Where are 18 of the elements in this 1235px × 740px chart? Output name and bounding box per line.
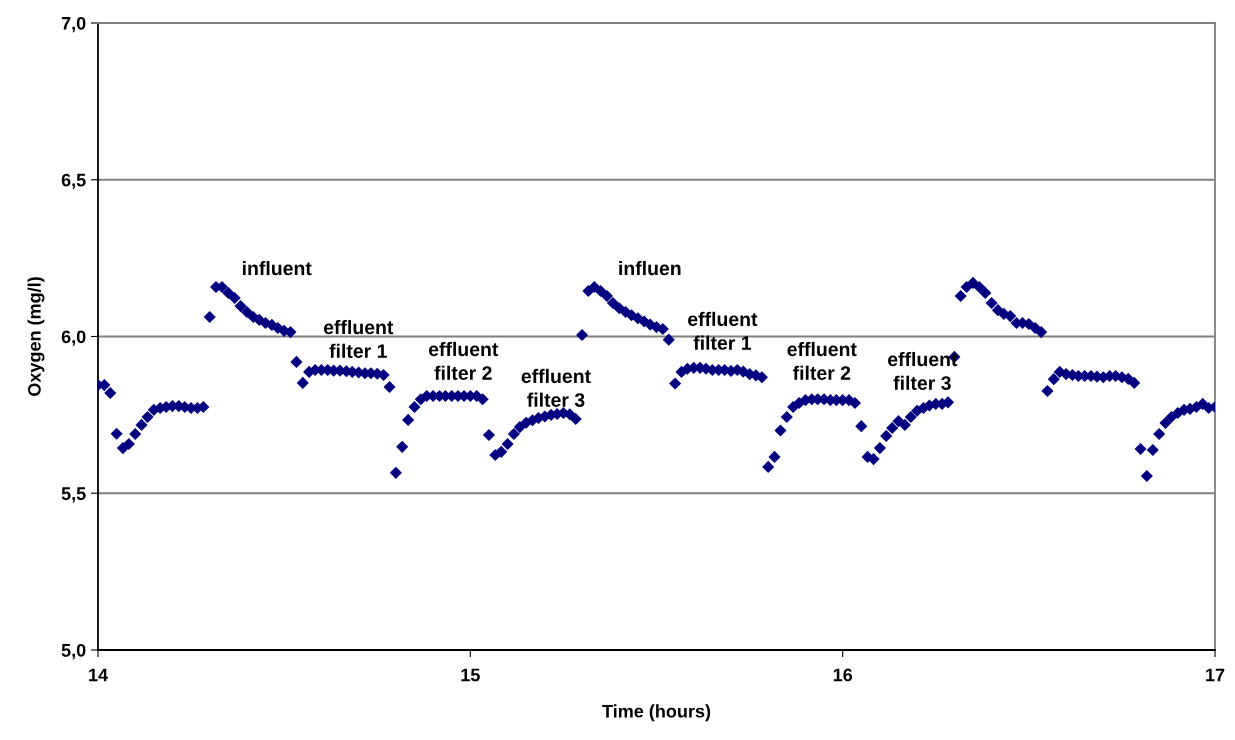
x-tick-label: 15 xyxy=(461,668,480,682)
x-axis-title: Time (hours) xyxy=(602,704,711,722)
annotation: effluent filter 2 xyxy=(787,341,857,380)
x-tick-label: 17 xyxy=(1206,668,1225,682)
y-axis-title: Oxygen (mg/l) xyxy=(27,277,45,396)
annotation: effluent filter 1 xyxy=(688,311,758,350)
x-tick-label: 14 xyxy=(89,668,108,682)
annotation: effluent filter 1 xyxy=(323,319,394,358)
y-tick-label: 5,0 xyxy=(61,643,86,660)
annotation: effluent filter 3 xyxy=(521,368,591,407)
x-tick-label: 16 xyxy=(833,668,853,682)
annotation: influent xyxy=(242,260,312,276)
annotation: influen xyxy=(619,260,681,276)
y-tick-label: 6,0 xyxy=(61,330,86,346)
y-tick-label: 7,0 xyxy=(61,16,86,33)
y-tick-label: 5,5 xyxy=(61,487,86,503)
annotation: effluent filter 2 xyxy=(428,341,499,380)
y-tick-label: 6,5 xyxy=(61,173,86,190)
